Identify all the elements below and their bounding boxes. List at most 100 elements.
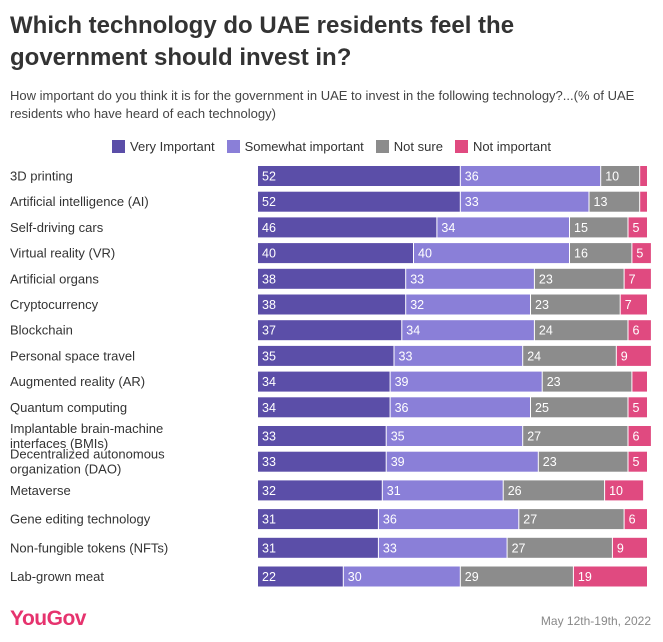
data-label: 5 <box>633 455 640 469</box>
data-label: 38 <box>262 298 276 312</box>
bar-segment <box>640 166 647 186</box>
bar-segment <box>503 480 605 501</box>
category-label: Quantum computing <box>10 400 127 415</box>
data-label: 32 <box>262 484 276 498</box>
data-label: 38 <box>262 272 276 286</box>
bar-segment <box>258 268 406 289</box>
data-label: 23 <box>539 272 553 286</box>
legend-label-very-important: Very Important <box>130 138 215 154</box>
data-label: 33 <box>262 455 276 469</box>
bar-segment <box>258 371 390 392</box>
data-label: 34 <box>406 324 420 338</box>
data-label: 23 <box>535 298 549 312</box>
bar-segment <box>460 566 573 587</box>
data-label: 36 <box>465 170 479 184</box>
data-label: 19 <box>578 570 592 584</box>
data-label: 36 <box>395 401 409 415</box>
bar-segment <box>628 217 647 238</box>
bar-segment <box>258 191 460 212</box>
data-label: 33 <box>262 430 276 444</box>
category-label: Artificial intelligence (AI) <box>10 194 149 209</box>
bar-segment <box>542 371 632 392</box>
bar-segment <box>386 451 538 472</box>
bar-segment <box>378 537 507 558</box>
bar-segment <box>628 451 647 472</box>
data-label: 46 <box>262 221 276 235</box>
category-label: Self-driving cars <box>10 220 104 235</box>
bar-segment <box>589 191 640 212</box>
data-label: 5 <box>636 247 643 261</box>
legend-item-not-important: Not important <box>454 138 551 154</box>
bar-segment <box>523 426 628 446</box>
data-label: 35 <box>391 430 405 444</box>
bar-segment <box>605 480 644 501</box>
data-label: 34 <box>262 401 276 415</box>
bar-segment <box>258 480 382 501</box>
bar-segment <box>534 268 624 289</box>
bar-segment <box>258 451 386 472</box>
data-label: 9 <box>617 541 624 555</box>
data-label: 36 <box>383 513 397 527</box>
bar-segment <box>523 345 616 366</box>
bar-segment <box>258 294 406 315</box>
survey-date: May 12th-19th, 2022 <box>540 614 651 628</box>
legend-label-not-sure: Not sure <box>393 138 443 154</box>
data-label: 22 <box>262 570 276 584</box>
bar-segment <box>632 371 647 392</box>
legend-label-not-important: Not important <box>472 138 551 154</box>
bar-segment <box>570 217 628 238</box>
legend-swatch-not-important <box>454 139 468 153</box>
data-label: 6 <box>633 324 640 338</box>
legend-label-somewhat-important: Somewhat important <box>244 138 364 154</box>
category-label: Personal space travel <box>10 348 135 363</box>
category-label: Augmented reality (AR) <box>10 374 145 389</box>
data-label: 33 <box>383 541 397 555</box>
bar-segment <box>624 509 647 530</box>
data-label: 5 <box>633 401 640 415</box>
data-label: 37 <box>262 324 276 338</box>
chart-title: Which technology do UAE residents feel t… <box>10 12 515 71</box>
bar-segment <box>538 451 628 472</box>
bar-segment <box>258 537 378 558</box>
data-label: 25 <box>535 401 549 415</box>
bar-segment <box>601 166 640 186</box>
data-label: 27 <box>527 430 541 444</box>
bar-segment <box>406 294 530 315</box>
bar-segment <box>258 397 390 418</box>
data-label: 27 <box>512 541 526 555</box>
bar-segment <box>390 397 530 418</box>
data-label: 15 <box>574 221 588 235</box>
category-label: Virtual reality (VR) <box>10 246 115 261</box>
data-label: 34 <box>262 375 276 389</box>
data-label: 40 <box>262 247 276 261</box>
legend: Very Important Somewhat important Not su… <box>0 137 663 155</box>
bar-segment <box>258 243 413 264</box>
bar-segment <box>616 345 651 366</box>
category-label: 3D printing <box>10 169 73 184</box>
bar-segment <box>624 268 651 289</box>
bar-segment <box>460 166 601 186</box>
bar-segment <box>258 166 460 186</box>
bar-segment <box>343 566 460 587</box>
bar-segment <box>258 345 394 366</box>
category-label: Implantable brain-machine interfaces (BMI… <box>10 421 163 451</box>
bar-segment <box>640 191 647 212</box>
data-label: 40 <box>418 247 432 261</box>
bar-segment <box>437 217 569 238</box>
legend-item-not-sure: Not sure <box>375 138 443 154</box>
data-label: 31 <box>387 484 401 498</box>
data-label: 27 <box>523 513 537 527</box>
bar-segment <box>406 268 534 289</box>
data-label: 24 <box>527 349 541 363</box>
data-label: 31 <box>262 513 276 527</box>
bar-segment <box>628 426 651 446</box>
bar-segment <box>507 537 612 558</box>
bar-segment <box>390 371 542 392</box>
data-label: 7 <box>629 272 636 286</box>
bar-segment <box>258 320 402 341</box>
category-label: Gene editing technology <box>10 512 151 527</box>
bar-segment <box>414 243 569 264</box>
bar-segment <box>620 294 647 315</box>
bar-segment <box>531 397 628 418</box>
data-label: 39 <box>391 455 405 469</box>
